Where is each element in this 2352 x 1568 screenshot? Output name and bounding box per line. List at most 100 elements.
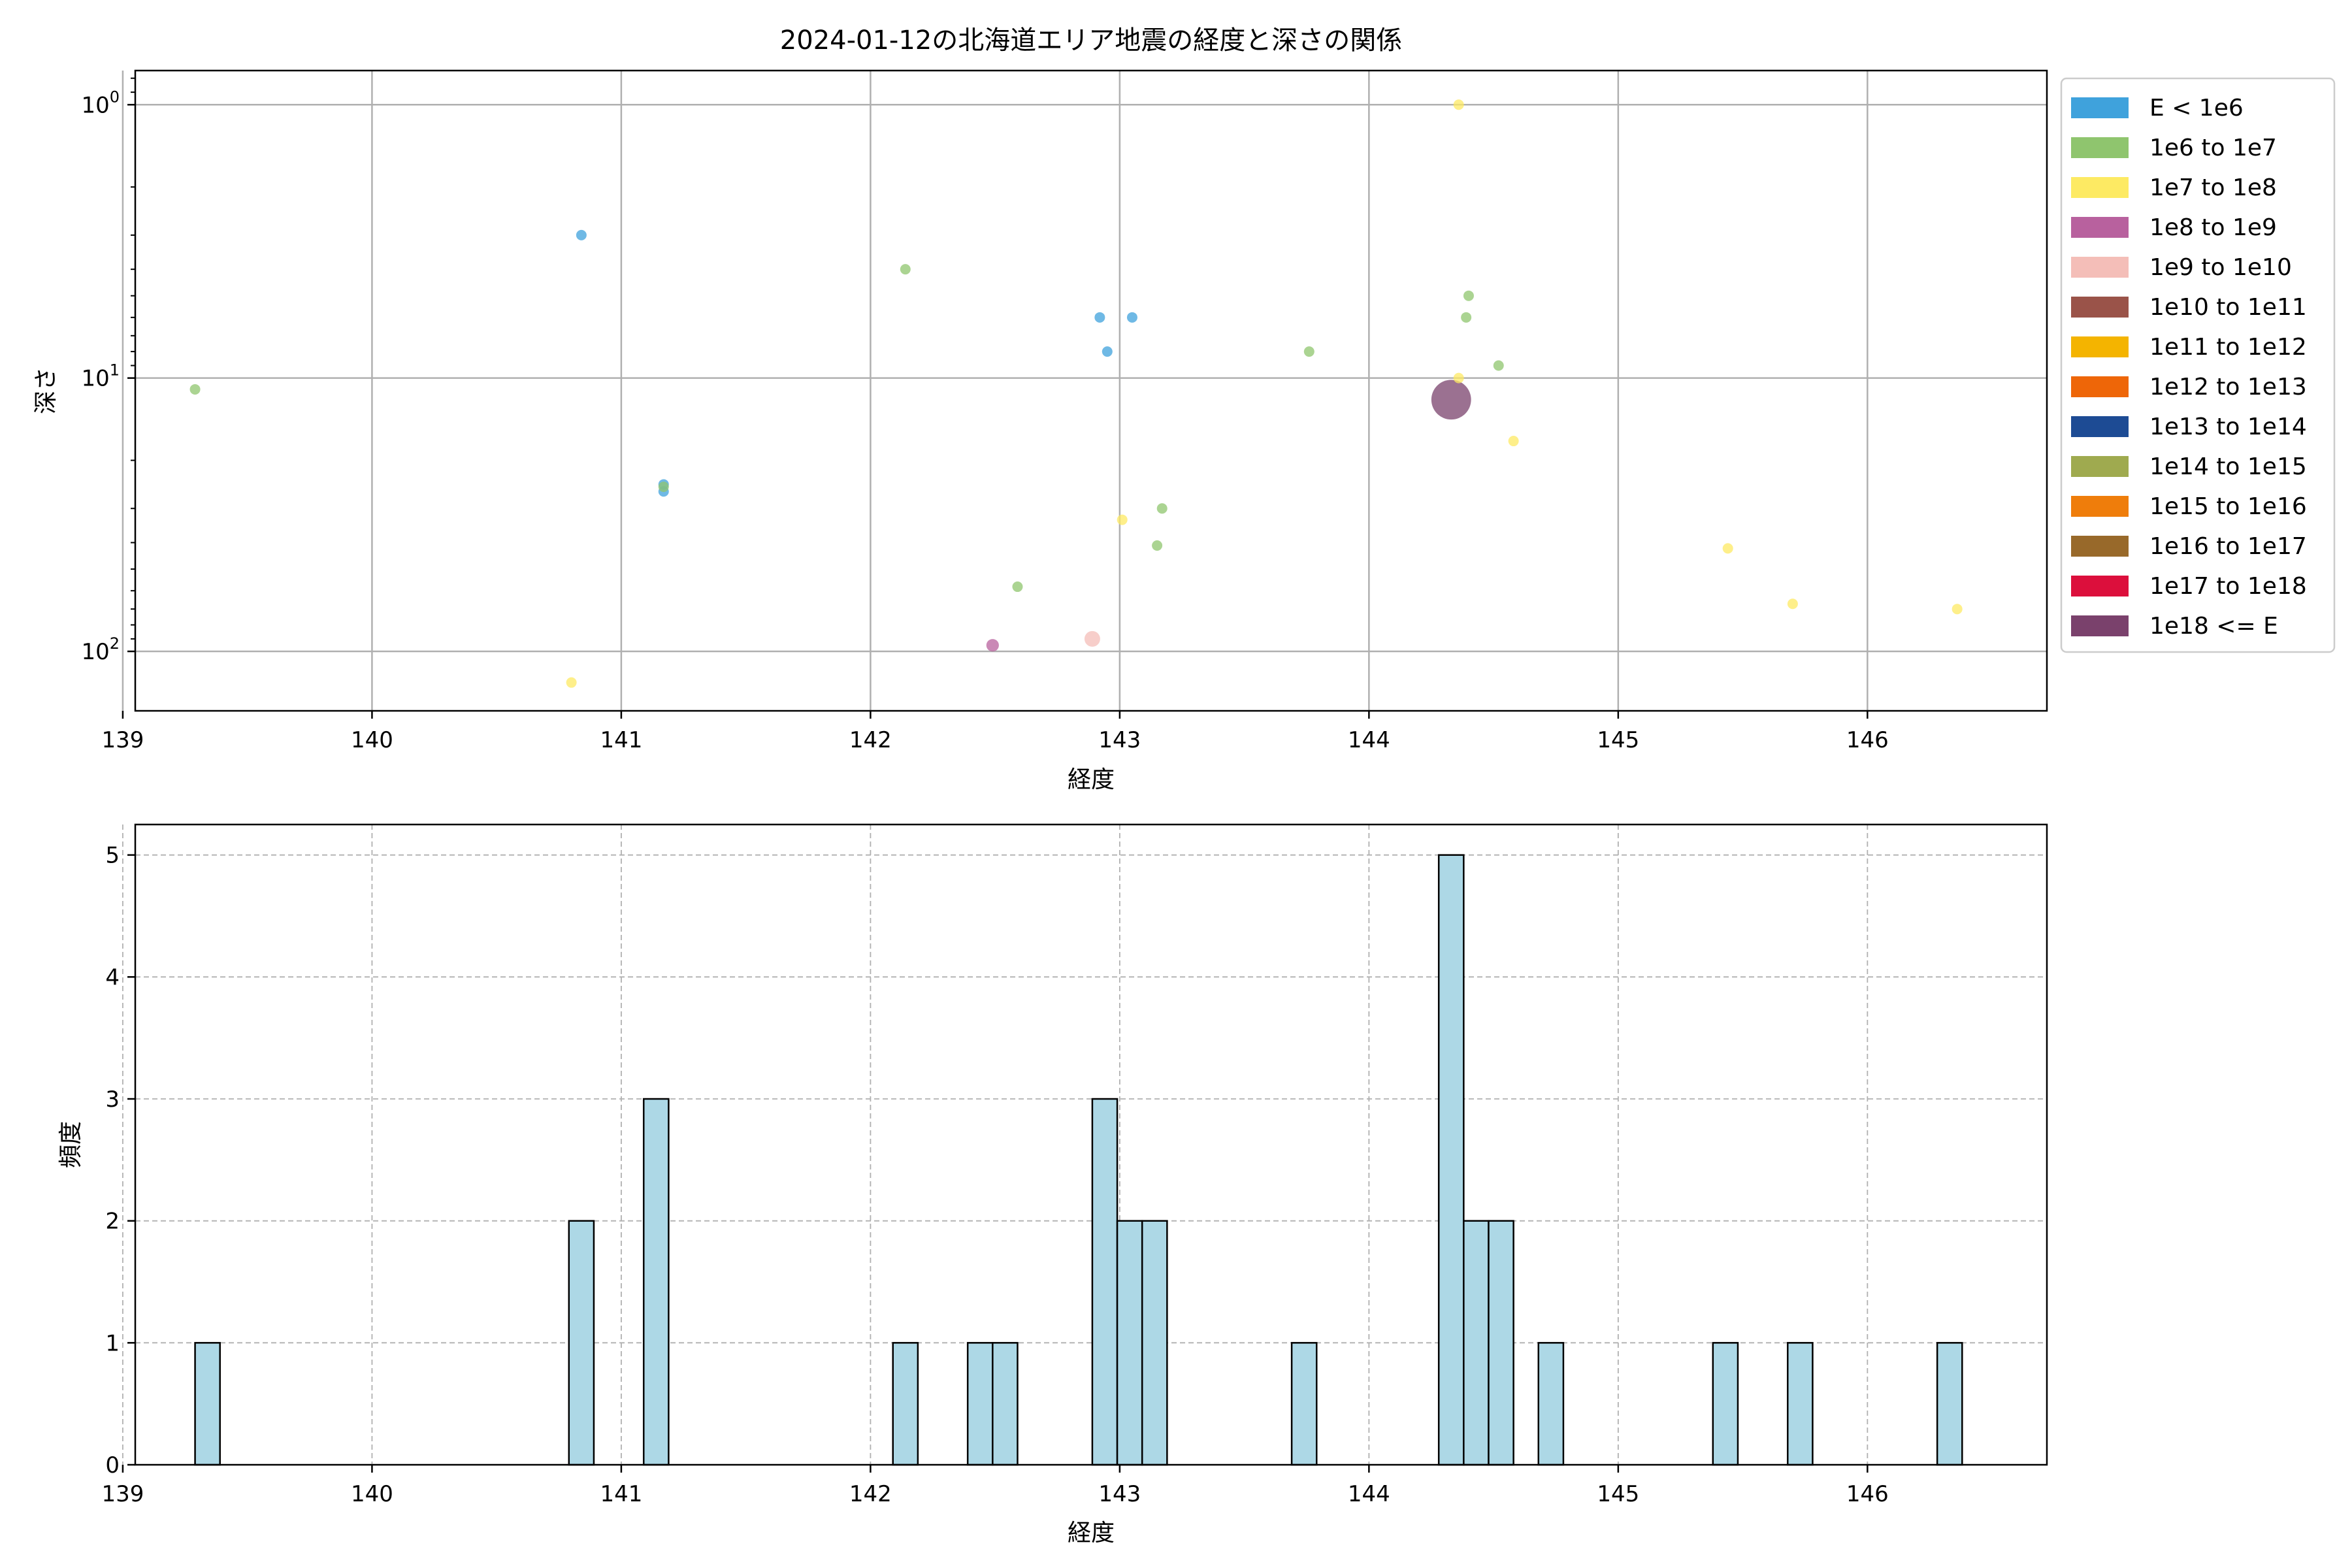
legend-swatch bbox=[2071, 297, 2129, 318]
histogram-y-tick-label: 2 bbox=[105, 1209, 120, 1235]
scatter-point bbox=[1303, 346, 1315, 357]
scatter-title: 2024-01-12の北海道エリア地震の経度と深さの関係 bbox=[780, 25, 1402, 56]
legend-label: 1e18 <= E bbox=[2149, 613, 2278, 640]
legend-swatch bbox=[2071, 536, 2129, 557]
scatter-grid bbox=[122, 71, 2047, 711]
histogram-bar bbox=[1936, 1342, 1963, 1466]
legend-label: 1e16 to 1e17 bbox=[2149, 533, 2307, 560]
histogram-y-tick-label: 4 bbox=[105, 964, 120, 990]
scatter-y-tick-label: 100 bbox=[81, 88, 120, 118]
histogram-bars bbox=[194, 854, 1963, 1466]
scatter-point bbox=[1102, 346, 1113, 357]
legend-frame bbox=[2060, 77, 2336, 653]
histogram-bar bbox=[1712, 1342, 1739, 1466]
scatter-x-tick-label: 146 bbox=[1846, 727, 1889, 753]
legend-label: E < 1e6 bbox=[2149, 95, 2244, 122]
legend-label: 1e17 to 1e18 bbox=[2149, 573, 2307, 600]
scatter-point bbox=[1084, 630, 1100, 647]
legend-swatch bbox=[2071, 456, 2129, 477]
legend-label: 1e9 to 1e10 bbox=[2149, 254, 2292, 281]
scatter-x-tick-label: 144 bbox=[1348, 727, 1390, 753]
scatter-x-tick-label: 139 bbox=[101, 727, 144, 753]
histogram-y-tick-label: 1 bbox=[105, 1330, 120, 1356]
scatter-x-label: 経度 bbox=[1068, 766, 1115, 793]
histogram-bar bbox=[1437, 854, 1465, 1466]
histogram-x-tick-label: 139 bbox=[101, 1481, 144, 1507]
histogram-x-tick-label: 141 bbox=[600, 1481, 642, 1507]
histogram-bar bbox=[966, 1342, 994, 1466]
scatter-y-tick-label: 102 bbox=[81, 634, 120, 665]
legend-swatch bbox=[2071, 576, 2129, 596]
legend-swatch bbox=[2071, 376, 2129, 397]
legend-label: 1e13 to 1e14 bbox=[2149, 414, 2307, 440]
histogram-grid bbox=[122, 825, 2047, 1465]
scatter-point bbox=[986, 639, 999, 652]
histogram-bar bbox=[642, 1098, 670, 1466]
legend-label: 1e6 to 1e7 bbox=[2149, 135, 2277, 161]
legend-swatch bbox=[2071, 336, 2129, 357]
histogram-y-ticks: 0 1 2 3 4 5 bbox=[105, 843, 135, 1478]
scatter-panel: 2024-01-12の北海道エリア地震の経度と深さの関係 139 140 141 14… bbox=[33, 25, 2336, 793]
scatter-point bbox=[1156, 503, 1168, 514]
scatter-point bbox=[189, 384, 201, 395]
histogram-x-tick-label: 145 bbox=[1597, 1481, 1639, 1507]
legend-swatch bbox=[2071, 97, 2129, 118]
legend-label: 1e10 to 1e11 bbox=[2149, 294, 2307, 321]
histogram-y-tick-label: 3 bbox=[105, 1086, 120, 1113]
histogram-bar bbox=[1488, 1220, 1514, 1466]
scatter-point bbox=[1431, 380, 1471, 420]
histogram-bar bbox=[1116, 1220, 1143, 1466]
legend-label: 1e8 to 1e9 bbox=[2149, 214, 2277, 241]
legend-swatch bbox=[2071, 416, 2129, 437]
histogram-x-tick-label: 143 bbox=[1098, 1481, 1141, 1507]
scatter-point bbox=[1787, 598, 1798, 610]
scatter-legend: E < 1e6 1e6 to 1e7 1e7 to 1e8 1e8 to 1e9 1e9… bbox=[2060, 77, 2336, 653]
scatter-y-ticks: 100 101 102 bbox=[81, 77, 135, 665]
scatter-point bbox=[1117, 514, 1128, 525]
legend-swatch bbox=[2071, 496, 2129, 517]
scatter-point bbox=[1463, 290, 1474, 301]
legend-swatch bbox=[2071, 137, 2129, 158]
scatter-point bbox=[1493, 360, 1504, 371]
scatter-point bbox=[1461, 312, 1472, 323]
histogram-panel: 139 140 141 142 143 144 145 146 0 1 2 3 4 5 経度 頻度 bbox=[57, 823, 2048, 1546]
scatter-x-tick-label: 143 bbox=[1098, 727, 1141, 753]
scatter-point bbox=[1094, 312, 1105, 323]
histogram-x-tick-label: 146 bbox=[1846, 1481, 1889, 1507]
histogram-x-tick-label: 144 bbox=[1348, 1481, 1390, 1507]
histogram-y-tick-label: 0 bbox=[105, 1452, 120, 1478]
legend-label: 1e14 to 1e15 bbox=[2149, 453, 2307, 480]
scatter-x-tick-label: 145 bbox=[1597, 727, 1639, 753]
histogram-bar bbox=[1141, 1220, 1168, 1466]
scatter-point bbox=[576, 229, 587, 240]
scatter-x-tick-label: 141 bbox=[600, 727, 642, 753]
scatter-point bbox=[1722, 543, 1733, 554]
histogram-bar bbox=[992, 1342, 1019, 1466]
scatter-point bbox=[1952, 604, 1963, 615]
histogram-bar bbox=[568, 1220, 595, 1466]
scatter-point bbox=[658, 482, 669, 493]
histogram-x-label: 経度 bbox=[1068, 1520, 1115, 1546]
legend-label: 1e15 to 1e16 bbox=[2149, 493, 2307, 520]
legend-swatch bbox=[2071, 257, 2129, 278]
histogram-bar bbox=[1463, 1220, 1490, 1466]
histogram-plot-frame bbox=[134, 823, 2048, 1466]
scatter-x-ticks: 139 140 141 142 143 144 145 146 bbox=[101, 711, 1889, 753]
scatter-x-tick-label: 140 bbox=[351, 727, 393, 753]
scatter-point bbox=[900, 264, 911, 275]
histogram-bar bbox=[1787, 1342, 1814, 1466]
histogram-bar bbox=[1091, 1098, 1119, 1466]
histogram-bar bbox=[1290, 1342, 1318, 1466]
legend-swatch bbox=[2071, 615, 2129, 636]
histogram-bar bbox=[194, 1342, 221, 1466]
scatter-x-tick-label: 142 bbox=[849, 727, 892, 753]
histogram-x-tick-label: 142 bbox=[849, 1481, 892, 1507]
legend-swatch bbox=[2071, 217, 2129, 238]
legend-label: 1e11 to 1e12 bbox=[2149, 334, 2307, 361]
histogram-bar bbox=[892, 1342, 919, 1466]
histogram-x-tick-label: 140 bbox=[351, 1481, 393, 1507]
scatter-points bbox=[189, 99, 1963, 688]
scatter-point bbox=[1152, 540, 1163, 551]
scatter-y-tick-label: 101 bbox=[81, 361, 120, 392]
